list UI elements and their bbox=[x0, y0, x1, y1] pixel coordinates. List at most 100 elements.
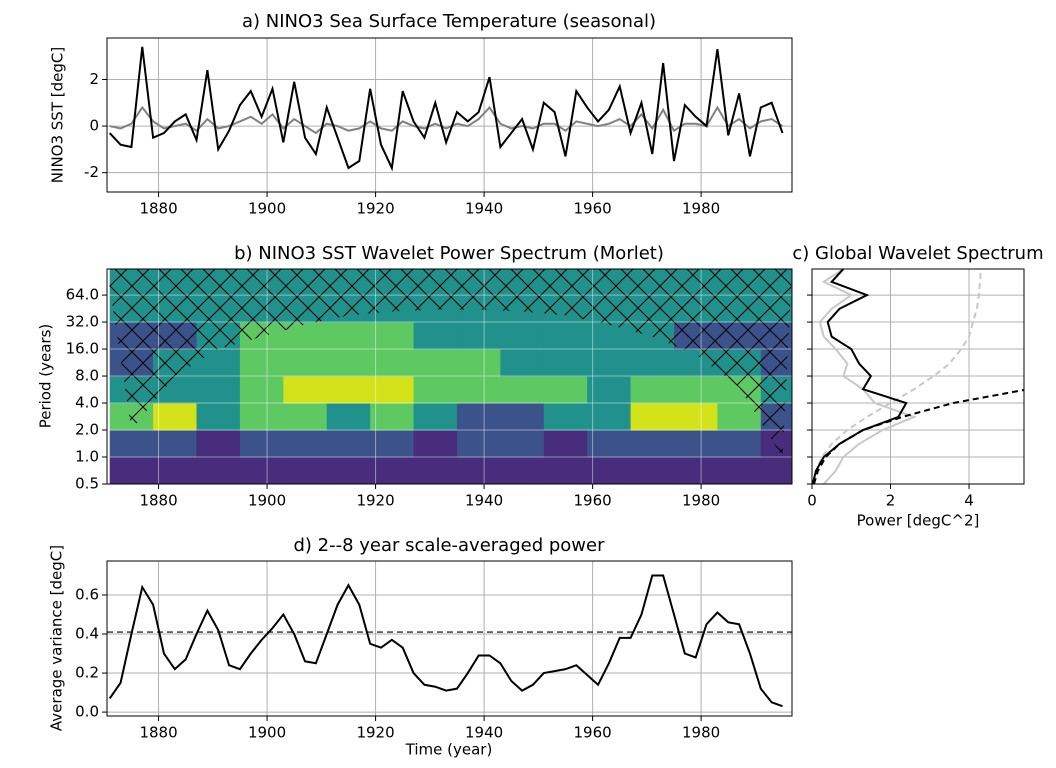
power-cell bbox=[543, 349, 588, 377]
panel-title: d) 2--8 year scale-averaged power bbox=[293, 535, 605, 556]
power-cell bbox=[500, 322, 545, 350]
power-cell bbox=[413, 349, 458, 377]
y-axis-label: NINO3 SST [degC] bbox=[49, 47, 67, 183]
x-tick-label: 1980 bbox=[682, 492, 720, 510]
x-tick-label: 1880 bbox=[139, 200, 177, 218]
power-cell bbox=[370, 349, 415, 377]
power-cell bbox=[413, 457, 458, 484]
x-tick-label: 1920 bbox=[356, 200, 394, 218]
y-tick-label: 1.0 bbox=[75, 448, 99, 466]
power-cell bbox=[587, 457, 632, 484]
y-axis-label: Average variance [degC] bbox=[48, 545, 66, 731]
x-axis-label: Time (year) bbox=[405, 741, 493, 759]
power-cell bbox=[630, 349, 675, 377]
x-tick-label: 1880 bbox=[139, 492, 177, 510]
power-cell bbox=[456, 430, 501, 458]
y-tick-label: 0.2 bbox=[75, 664, 99, 682]
power-cell bbox=[283, 430, 328, 458]
plot-area bbox=[812, 269, 1024, 484]
x-tick-label: 1900 bbox=[248, 200, 286, 218]
x-tick-label: 1960 bbox=[574, 200, 612, 218]
power-cell bbox=[153, 403, 198, 431]
spectrum-line bbox=[812, 269, 982, 484]
x-tick-label: 1960 bbox=[574, 724, 612, 742]
power-cell bbox=[673, 430, 718, 458]
series-line bbox=[108, 46, 784, 172]
axes-frame bbox=[106, 37, 793, 193]
x-tick-label: 1920 bbox=[356, 492, 394, 510]
x-tick-label: 2 bbox=[886, 492, 896, 510]
power-cell bbox=[760, 457, 792, 484]
x-tick-label: 4 bbox=[964, 492, 974, 510]
y-axis-label: Period (years) bbox=[37, 324, 55, 429]
power-cell bbox=[456, 403, 501, 431]
y-tick-label: 0.6 bbox=[75, 585, 99, 603]
power-cell bbox=[543, 322, 588, 350]
power-cell bbox=[196, 376, 241, 404]
y-tick-label: 0 bbox=[89, 117, 99, 135]
x-tick-label: 1980 bbox=[682, 724, 720, 742]
power-cell bbox=[717, 457, 762, 484]
axes-frame bbox=[106, 268, 793, 485]
x-tick-label: 1960 bbox=[574, 492, 612, 510]
power-cell bbox=[283, 376, 328, 404]
x-tick-label: 1940 bbox=[465, 724, 503, 742]
y-tick-label: 4.0 bbox=[75, 394, 99, 412]
panel-title: b) NINO3 SST Wavelet Power Spectrum (Mor… bbox=[234, 243, 664, 264]
power-cell bbox=[283, 457, 328, 484]
spectrum-line bbox=[813, 388, 1024, 484]
power-cell bbox=[500, 430, 545, 458]
power-cell bbox=[673, 403, 718, 431]
power-cell bbox=[413, 322, 458, 350]
series-line bbox=[108, 574, 783, 708]
power-cell bbox=[456, 376, 501, 404]
power-cell bbox=[587, 430, 632, 458]
power-cell bbox=[239, 430, 284, 458]
power-cell bbox=[456, 322, 501, 350]
x-tick-label: 1980 bbox=[682, 200, 720, 218]
power-cell bbox=[326, 457, 371, 484]
axes-frame bbox=[106, 560, 793, 717]
power-cell bbox=[630, 376, 675, 404]
x-tick-label: 1920 bbox=[356, 724, 394, 742]
power-cell bbox=[500, 349, 545, 377]
power-cell bbox=[153, 430, 198, 458]
power-cell bbox=[456, 349, 501, 377]
spectrum-line bbox=[818, 269, 917, 484]
x-tick-label: 0 bbox=[807, 492, 817, 510]
power-cell bbox=[196, 430, 241, 458]
x-tick-label: 1940 bbox=[465, 492, 503, 510]
power-cell bbox=[239, 457, 284, 484]
y-tick-label: 0.4 bbox=[75, 625, 99, 643]
power-cell bbox=[673, 457, 718, 484]
power-cell bbox=[239, 349, 284, 377]
power-cell bbox=[587, 403, 632, 431]
power-cell bbox=[500, 376, 545, 404]
power-cell bbox=[326, 376, 371, 404]
power-cell bbox=[587, 376, 632, 404]
y-tick-label: 32.0 bbox=[66, 313, 99, 331]
power-cell bbox=[370, 430, 415, 458]
power-cell bbox=[413, 403, 458, 431]
power-cell bbox=[370, 457, 415, 484]
x-axis-label: Power [degC^2] bbox=[857, 512, 980, 530]
x-tick-label: 1900 bbox=[248, 492, 286, 510]
y-tick-label: 0.0 bbox=[75, 703, 99, 721]
power-cell bbox=[239, 376, 284, 404]
power-cell bbox=[239, 403, 284, 431]
panel-title: a) NINO3 Sea Surface Temperature (season… bbox=[242, 11, 656, 32]
power-cell bbox=[456, 457, 501, 484]
power-cell bbox=[283, 349, 328, 377]
power-cell bbox=[370, 403, 415, 431]
power-cell bbox=[196, 403, 241, 431]
y-tick-label: 2 bbox=[89, 70, 99, 88]
power-cell bbox=[543, 457, 588, 484]
power-cell bbox=[370, 376, 415, 404]
power-cell bbox=[413, 430, 458, 458]
power-cell bbox=[109, 457, 154, 484]
power-cell bbox=[326, 322, 371, 350]
axes-frame bbox=[811, 268, 1025, 485]
panel-title: c) Global Wavelet Spectrum bbox=[792, 243, 1043, 264]
power-cell bbox=[587, 349, 632, 377]
